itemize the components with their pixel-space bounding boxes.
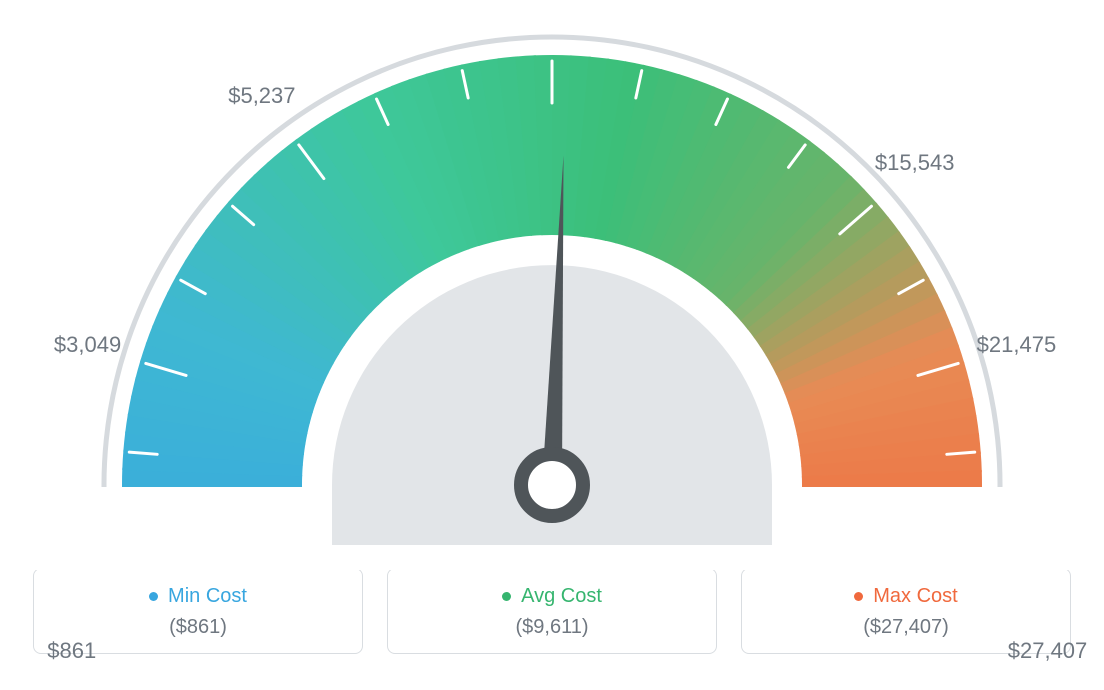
legend-dot-max [854, 592, 863, 601]
legend-value-max: ($27,407) [742, 616, 1070, 639]
legend-dot-min [149, 592, 158, 601]
legend-dot-avg [502, 592, 511, 601]
gauge-tick-label: $15,543 [875, 150, 955, 176]
legend-title-text: Min Cost [168, 585, 247, 608]
gauge-tick-label: $27,407 [1008, 638, 1088, 664]
gauge-tick-label: $3,049 [54, 332, 121, 358]
gauge-tick-label: $5,237 [228, 83, 295, 109]
legend-value-min: ($861) [34, 616, 362, 639]
gauge-area: $861$3,049$5,237$9,611$15,543$21,475$27,… [12, 0, 1092, 560]
cost-gauge-chart: $861$3,049$5,237$9,611$15,543$21,475$27,… [0, 0, 1104, 690]
legend-row: Min Cost ($861) Avg Cost ($9,611) Max Cost ($… [0, 568, 1104, 654]
legend-value-avg: ($9,611) [388, 616, 716, 639]
legend-title-text: Avg Cost [521, 585, 602, 608]
gauge-tick-label: $21,475 [977, 332, 1057, 358]
gauge-tick-label: $861 [47, 638, 96, 664]
legend-title-text: Max Cost [873, 585, 957, 608]
legend-card-avg: Avg Cost ($9,611) [387, 568, 717, 654]
legend-title-min: Min Cost [149, 585, 247, 608]
legend-title-max: Max Cost [854, 585, 957, 608]
legend-title-avg: Avg Cost [502, 585, 602, 608]
gauge-svg [12, 10, 1092, 570]
